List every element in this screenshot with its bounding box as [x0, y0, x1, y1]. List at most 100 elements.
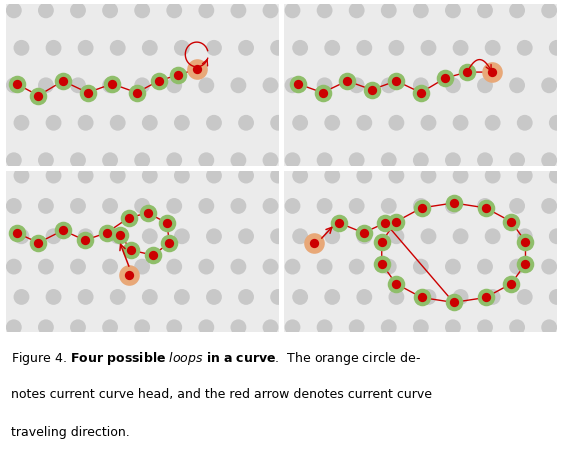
Point [288, 202, 297, 210]
Point [288, 7, 297, 14]
Point [177, 293, 186, 300]
Point [512, 202, 521, 210]
Point [352, 324, 361, 331]
Point [81, 237, 90, 244]
Point [488, 69, 497, 76]
Point [310, 239, 319, 247]
Point [296, 293, 305, 300]
Point [488, 44, 497, 52]
Point [512, 324, 521, 331]
Point [392, 44, 401, 52]
Point [392, 172, 401, 179]
Point [74, 7, 83, 14]
Point [145, 44, 154, 52]
Point [12, 80, 21, 88]
Point [310, 239, 319, 247]
Point [12, 229, 21, 236]
Point [392, 233, 401, 240]
Point [154, 77, 163, 84]
Point [544, 202, 553, 210]
Point [552, 233, 561, 240]
Point [416, 89, 426, 96]
Point [137, 157, 146, 164]
Point [359, 229, 368, 236]
Point [449, 299, 458, 306]
Point [552, 172, 561, 179]
Point [448, 202, 457, 210]
Point [512, 263, 521, 270]
Point [149, 251, 158, 259]
Point [12, 80, 21, 88]
Point [352, 202, 361, 210]
Point [544, 157, 553, 164]
Point [59, 77, 68, 84]
Point [165, 239, 174, 247]
Point [416, 157, 426, 164]
Point [463, 69, 472, 76]
Point [449, 299, 458, 306]
Point [74, 263, 83, 270]
Point [360, 44, 369, 52]
Point [448, 157, 457, 164]
Point [102, 229, 111, 236]
Point [480, 202, 489, 210]
Point [177, 44, 186, 52]
Point [381, 219, 390, 226]
Point [42, 157, 51, 164]
Point [113, 172, 122, 179]
Point [42, 82, 51, 89]
Point [481, 294, 490, 301]
Point [17, 119, 26, 126]
Point [202, 82, 211, 89]
Point [108, 80, 117, 88]
Text: Figure 4. $\mathbf{Four\ possible}$ $\mathbf{\mathit{loops}}$ $\mathbf{in\ a\ cu: Figure 4. $\mathbf{Four\ possible}$ $\ma… [11, 349, 421, 366]
Point [385, 202, 394, 210]
Point [424, 119, 433, 126]
Point [42, 324, 51, 331]
Point [544, 263, 553, 270]
Point [106, 82, 115, 89]
Point [441, 75, 450, 82]
Point [424, 233, 433, 240]
Point [274, 293, 283, 300]
Point [145, 233, 154, 240]
Point [162, 219, 171, 226]
Point [417, 294, 426, 301]
Point [293, 80, 302, 88]
Point [81, 119, 90, 126]
Point [381, 219, 390, 226]
Point [266, 157, 275, 164]
Point [424, 172, 433, 179]
Point [328, 44, 337, 52]
Point [149, 251, 158, 259]
Point [512, 7, 521, 14]
Point [385, 7, 394, 14]
Point [520, 44, 529, 52]
Point [488, 172, 497, 179]
Point [177, 119, 186, 126]
Point [106, 7, 115, 14]
Point [74, 324, 83, 331]
Point [320, 7, 329, 14]
Point [391, 280, 400, 287]
Point [328, 119, 337, 126]
Point [81, 44, 90, 52]
Point [385, 82, 394, 89]
Point [266, 82, 275, 89]
Point [448, 263, 457, 270]
Point [274, 119, 283, 126]
Point [488, 293, 497, 300]
Point [480, 324, 489, 331]
Point [242, 233, 251, 240]
Point [83, 89, 92, 96]
Point [10, 82, 19, 89]
Point [544, 7, 553, 14]
Point [173, 71, 182, 79]
Point [242, 172, 251, 179]
Point [416, 202, 426, 210]
Point [209, 293, 218, 300]
Point [242, 44, 251, 52]
Point [34, 92, 43, 99]
Point [124, 272, 133, 279]
Point [359, 229, 368, 236]
